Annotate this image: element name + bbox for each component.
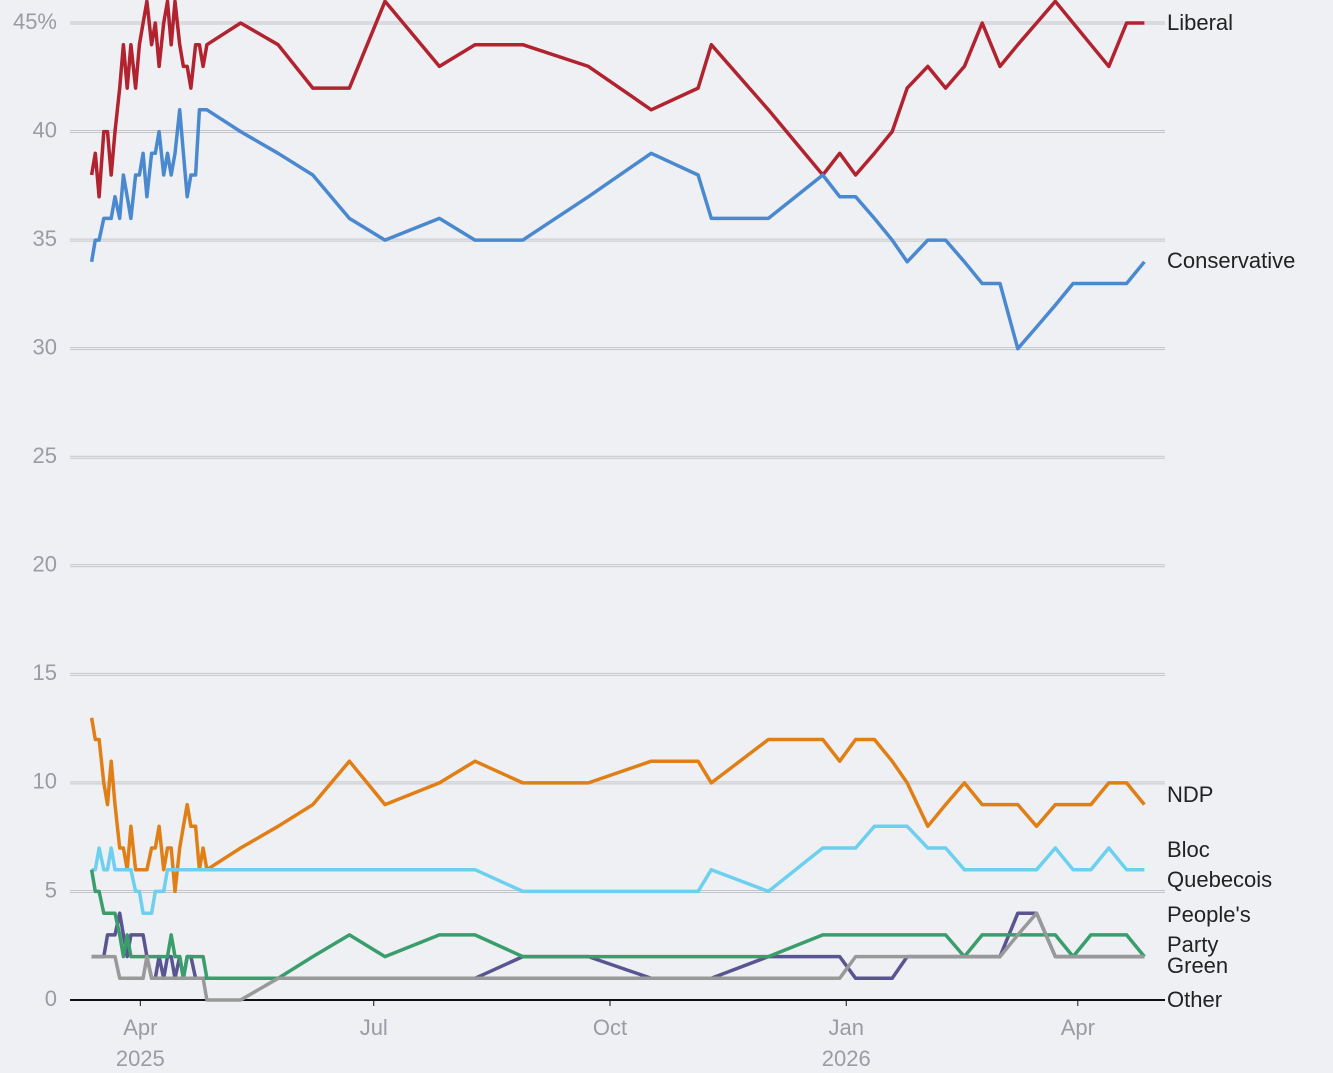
series-label: People's Party [1167,902,1251,957]
x-tick-year: 2026 [822,1046,871,1071]
series-label: Liberal [1167,10,1234,35]
y-tick-label: 35 [33,226,57,251]
y-tick-label: 40 [33,117,57,142]
y-tick-label: 5 [45,877,57,902]
series-line [89,108,1146,351]
x-tick-label: Apr [1061,1015,1095,1040]
series-label: Conservative [1167,248,1296,273]
series-label: NDP [1167,782,1214,807]
series-line [91,824,1145,915]
y-tick-label: 10 [33,769,57,794]
y-tick-label: 20 [33,552,57,577]
series-line [89,869,1146,981]
y-tick-label: 0 [45,986,57,1011]
x-tick-label: Apr [123,1015,157,1040]
y-tick-label: 25 [33,443,57,468]
series-line [89,0,1145,199]
y-tick-label: 15 [33,660,57,685]
series-line [91,911,1145,1002]
series-label: Other [1167,987,1223,1012]
series-line [89,717,1146,894]
x-tick-year: 2025 [116,1046,165,1071]
y-tick-label: 45% [13,9,57,34]
series-line [91,911,1145,981]
y-tick-label: 30 [33,334,57,359]
series-label: Green [1167,953,1229,978]
x-tick-label: Jan [829,1015,864,1040]
x-tick-label: Oct [593,1015,627,1040]
x-tick-label: Jul [360,1015,388,1040]
series-label: Bloc Quebecois [1167,837,1273,892]
